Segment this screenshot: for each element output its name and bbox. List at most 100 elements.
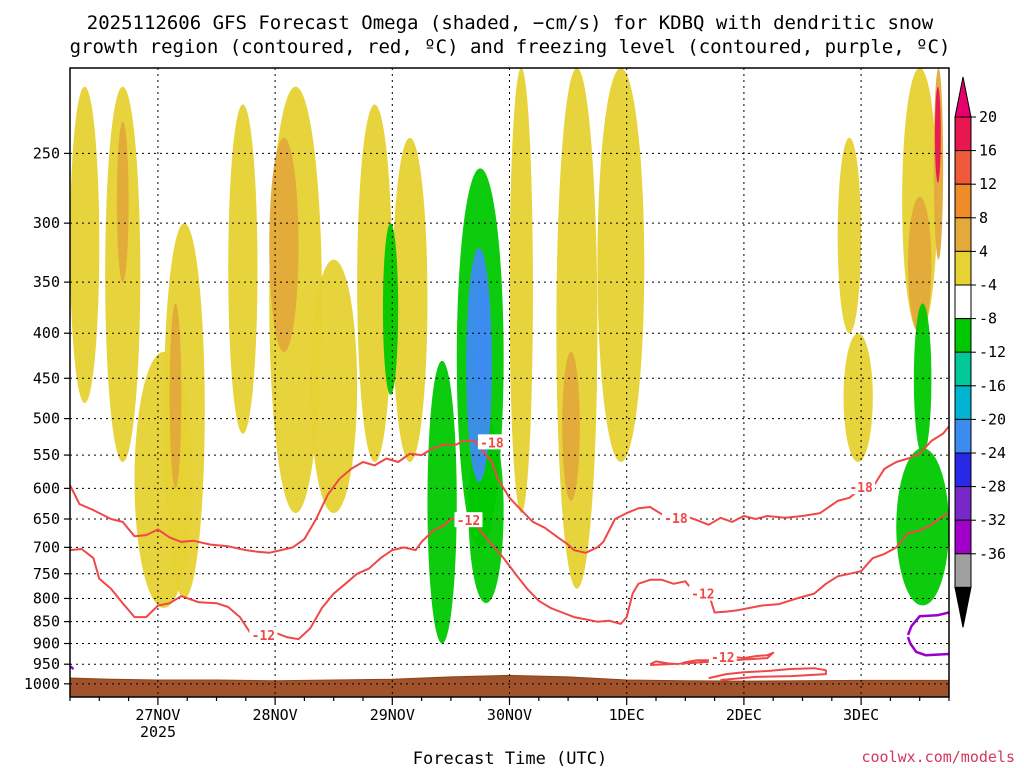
credit-text: coolwx.com/models	[861, 748, 1015, 766]
omega-region-yellow	[556, 68, 598, 589]
colorbar-swatch	[954, 284, 972, 320]
omega-region-blue	[474, 271, 489, 419]
x-tick-label: 1DEC	[609, 706, 645, 724]
x-tick-label: 3DEC	[843, 706, 879, 724]
colorbar-swatch	[954, 385, 972, 420]
colorbar-label: -4	[979, 276, 997, 294]
omega-region-yellow	[837, 137, 862, 334]
x-tick-label: 29NOV	[370, 706, 415, 724]
x-year-label: 2025	[140, 723, 176, 741]
contour-label-bg	[477, 434, 506, 450]
contour-red-minus12	[70, 512, 949, 641]
colorbar-top-arrow	[954, 76, 972, 118]
y-tick-label: 950	[33, 655, 60, 673]
colorbar-swatch	[954, 519, 972, 555]
y-tick-label: 650	[33, 510, 60, 528]
contours: -18 -18 -18 -12 -12 -12 -12	[70, 425, 949, 681]
y-tick-label: 500	[33, 410, 60, 428]
chart-title-line-2: growth region (contoured, red, ºC) and f…	[70, 36, 951, 58]
omega-region-yellow	[597, 68, 645, 462]
chart-title-line-1: 2025112606 GFS Forecast Omega (shaded, −…	[87, 12, 934, 34]
y-tick-label: 900	[33, 635, 60, 653]
plot-background	[70, 68, 949, 697]
colorbar-swatch	[954, 553, 972, 588]
x-axis: 27NOV 28NOV 29NOV 30NOV 1DEC 2DEC 3DEC	[69, 697, 950, 724]
omega-region-green	[896, 448, 949, 606]
colorbar: 20 16 12 8 4 -4 -8 -12 -16 -20 -24 -28 -32 -36	[954, 76, 1006, 628]
omega-region-green	[913, 303, 932, 456]
colorbar-label: -24	[979, 444, 1006, 462]
contour-purple	[906, 611, 949, 636]
colorbar-swatch	[954, 452, 972, 488]
omega-region-orange	[116, 121, 129, 283]
omega-region-orange	[169, 303, 182, 489]
colorbar-swatch	[954, 318, 972, 353]
y-tick-label: 850	[33, 613, 60, 631]
colorbar-bottom-arrow	[954, 586, 972, 628]
contour-red-minus18	[70, 425, 949, 554]
omega-region-yellow	[310, 259, 358, 514]
y-axis: 250 300 350 400 450 500 550 600 650 700 750 800 850 9…	[24, 144, 70, 693]
colorbar-label: 12	[979, 175, 997, 193]
x-tick-label: 30NOV	[487, 706, 532, 724]
y-tick-label: 450	[33, 369, 60, 387]
colorbar-label: -16	[979, 377, 1006, 395]
contour-label-bg	[847, 479, 876, 495]
colorbar-swatch	[954, 150, 972, 185]
contour-label-bg	[454, 512, 483, 528]
colorbar-label: -20	[979, 410, 1006, 428]
contour-label: -18	[480, 436, 504, 451]
omega-region-yellow	[509, 68, 533, 514]
y-tick-label: 300	[33, 214, 60, 232]
colorbar-label: -36	[979, 545, 1006, 563]
colorbar-label: 16	[979, 142, 997, 160]
colorbar-label: 8	[979, 209, 988, 227]
x-tick-label: 2DEC	[726, 706, 762, 724]
contour-label-bg	[661, 509, 690, 525]
x-tick-label: 28NOV	[253, 706, 298, 724]
omega-region-green	[382, 223, 399, 395]
y-tick-label: 1000	[24, 675, 60, 693]
contour-red-unlabeled	[708, 667, 827, 681]
contour-label-bg	[708, 648, 737, 664]
gridlines	[70, 68, 949, 697]
omega-region-yellow	[392, 137, 428, 462]
colorbar-swatch	[954, 351, 972, 387]
colorbar-label: 20	[979, 108, 997, 126]
y-tick-label: 800	[33, 589, 60, 607]
y-tick-label: 250	[33, 144, 60, 162]
colorbar-swatch	[954, 418, 972, 454]
colorbar-label: -12	[979, 343, 1006, 361]
contour-label: -18	[849, 481, 873, 496]
contour-label-bg	[688, 585, 717, 601]
omega-shading	[70, 68, 949, 644]
omega-region-yellow	[357, 104, 393, 462]
colorbar-label: -28	[979, 478, 1006, 496]
omega-region-green	[427, 360, 457, 644]
colorbar-label: -32	[979, 511, 1006, 529]
omega-region-orange	[562, 351, 580, 501]
y-tick-label: 600	[33, 479, 60, 497]
x-tick-label: 27NOV	[135, 706, 180, 724]
contour-label: -18	[664, 512, 688, 527]
omega-region-orange	[269, 137, 299, 352]
omega-region-yellow	[228, 104, 258, 434]
omega-region-orange	[907, 196, 932, 334]
y-tick-label: 400	[33, 324, 60, 342]
contour-label: -12	[457, 514, 480, 529]
contour-label-bg	[249, 626, 278, 642]
contour-label: -12	[691, 588, 714, 603]
contour-label: -12	[252, 629, 275, 644]
x-axis-label: Forecast Time (UTC)	[413, 749, 607, 768]
contour-purple	[906, 636, 949, 657]
colorbar-swatch	[954, 217, 972, 252]
colorbar-label: 4	[979, 242, 988, 260]
colorbar-swatch	[954, 116, 972, 152]
contour-label: -12	[711, 651, 734, 666]
y-tick-label: 350	[33, 273, 60, 291]
y-tick-label: 700	[33, 538, 60, 556]
plot-area: -18 -18 -18 -12 -12 -12 -12	[70, 68, 949, 697]
omega-region-yellow	[70, 86, 100, 403]
y-tick-label: 550	[33, 446, 60, 464]
